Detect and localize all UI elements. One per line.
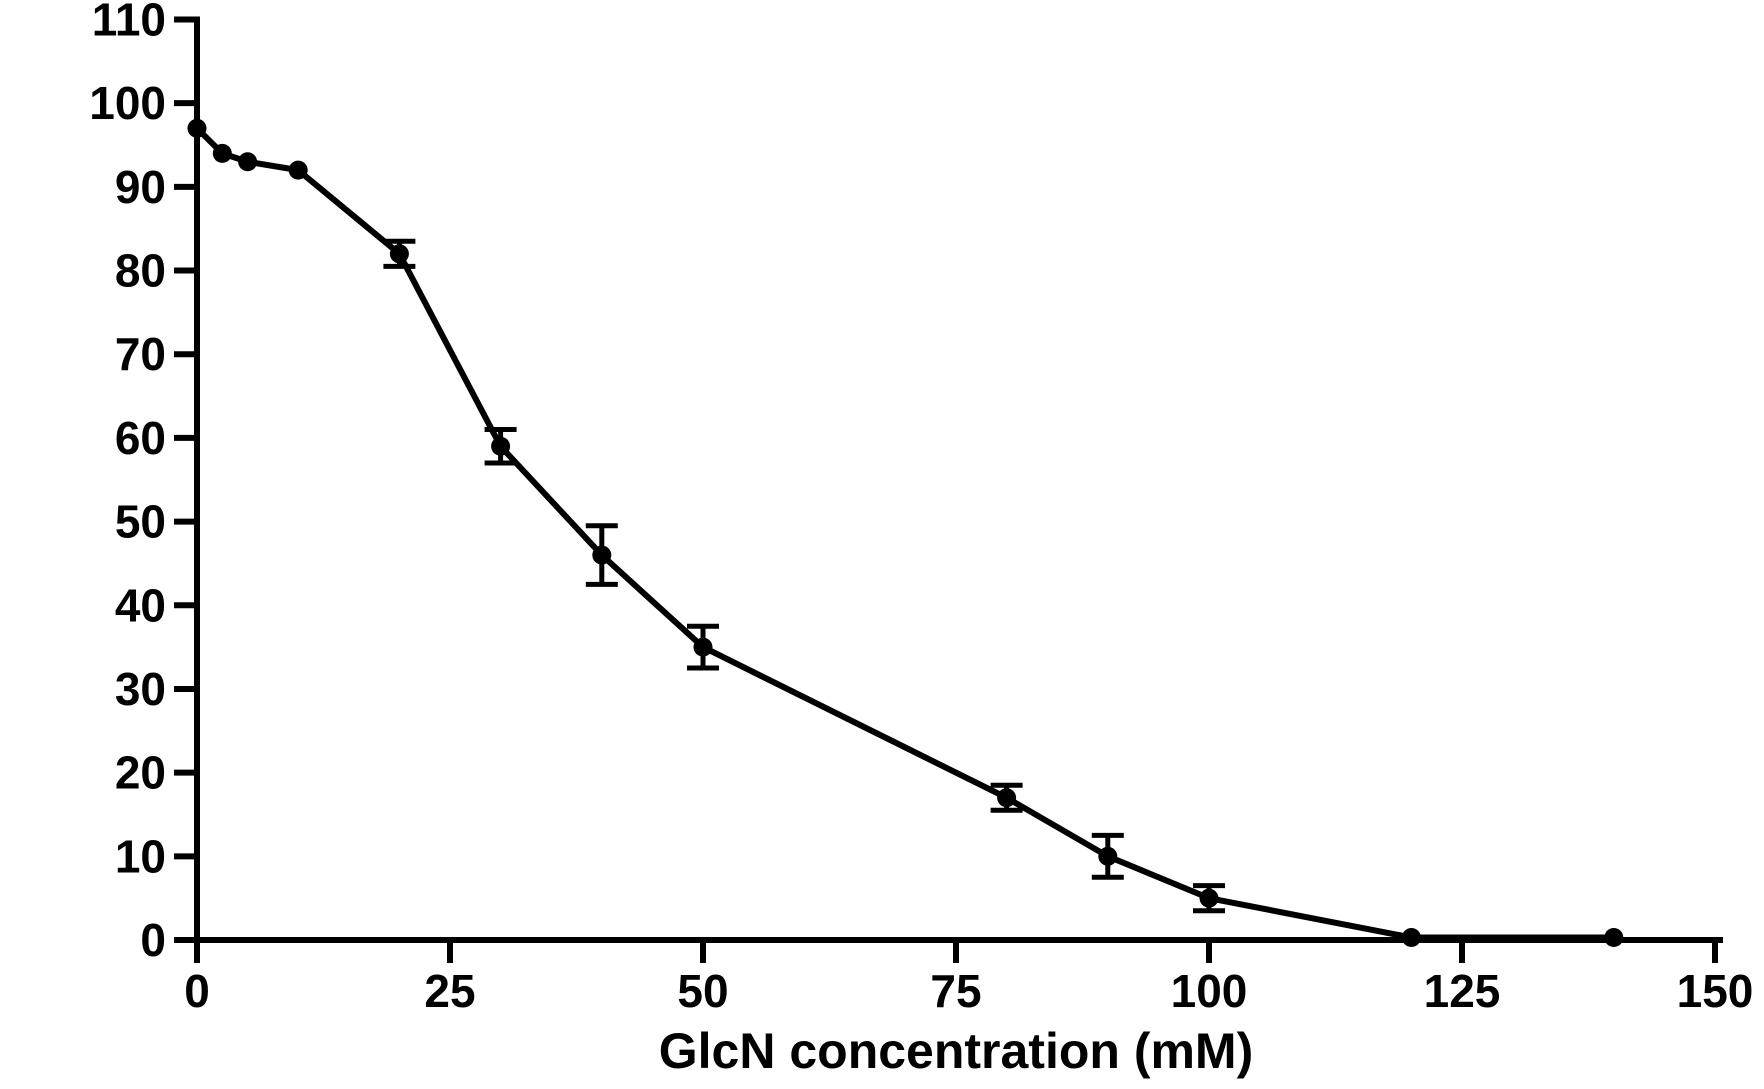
data-point [187, 118, 207, 138]
data-point [238, 152, 258, 172]
x-tick-label: 75 [930, 965, 981, 1017]
y-tick-label: 20 [115, 747, 166, 799]
data-point [389, 244, 409, 264]
data-line [194, 125, 1617, 941]
y-tick-label: 40 [115, 579, 166, 631]
y-tick-label: 50 [115, 496, 166, 548]
x-tick-label: 125 [1424, 965, 1501, 1017]
y-tick-label: 70 [115, 328, 166, 380]
data-point [1604, 927, 1624, 947]
y-tick-label: 10 [115, 830, 166, 882]
data-point [1401, 927, 1421, 947]
x-tick-label: 50 [677, 965, 728, 1017]
y-tick-label: 110 [92, 0, 166, 46]
data-point [997, 788, 1017, 808]
y-tick-label: 80 [115, 245, 166, 297]
data-point [288, 160, 308, 180]
y-tick-label: 60 [115, 412, 166, 464]
data-point [592, 545, 612, 565]
x-tick-label: 0 [184, 965, 210, 1017]
data-point [693, 637, 713, 657]
x-tick-label: 25 [424, 965, 475, 1017]
data-point [1098, 846, 1118, 866]
y-tick-label: 90 [115, 161, 166, 213]
y-tick-label: 100 [89, 77, 166, 129]
y-tick-label: 0 [140, 914, 166, 966]
data-point [1199, 888, 1219, 908]
x-axis-title: GlcN concentration (mM) [658, 1023, 1254, 1079]
data-point [212, 143, 232, 163]
x-tick-label: 100 [1171, 965, 1248, 1017]
y-tick-label: 30 [115, 663, 166, 715]
data-point [491, 436, 511, 456]
x-tick-label: 150 [1677, 965, 1754, 1017]
